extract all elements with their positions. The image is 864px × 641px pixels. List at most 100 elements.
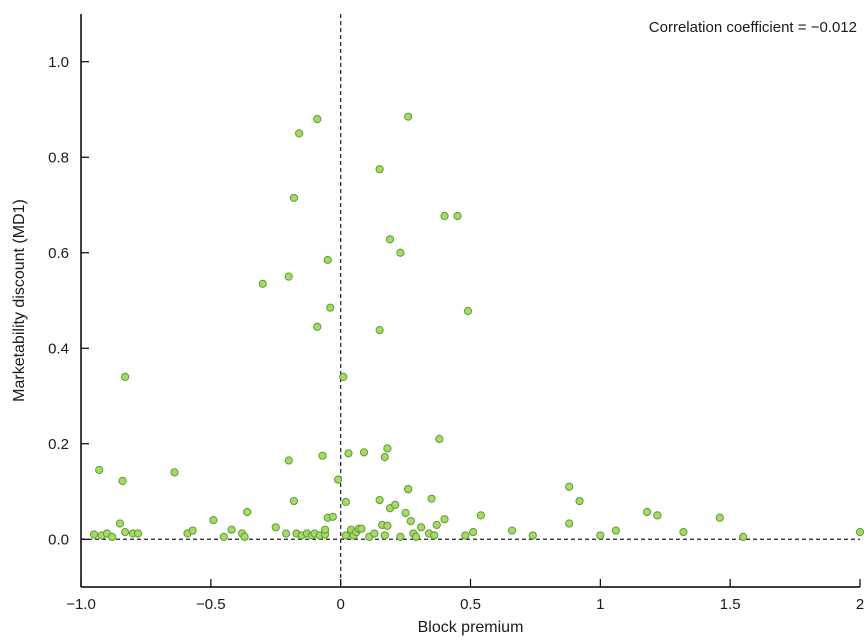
data-point (401, 508, 410, 518)
data-point (326, 303, 335, 312)
data-point (341, 497, 350, 507)
data-point (320, 525, 330, 534)
data-point (282, 529, 291, 538)
data-point (295, 129, 304, 138)
data-point (611, 526, 621, 535)
y-tick-label: 0.0 (48, 531, 69, 548)
data-point (240, 532, 249, 541)
data-point (385, 235, 395, 244)
data-point (528, 531, 537, 540)
data-point (565, 519, 574, 528)
data-point (219, 532, 228, 541)
data-point (404, 112, 413, 121)
data-points (89, 112, 864, 541)
data-point (404, 485, 413, 494)
x-axis-title: Block premium (418, 619, 524, 636)
data-point (430, 531, 439, 540)
data-point (313, 322, 322, 331)
data-point (284, 272, 293, 281)
data-point (118, 476, 127, 486)
data-point (313, 114, 322, 124)
data-point (375, 165, 384, 174)
data-point (435, 434, 444, 444)
data-point (411, 532, 421, 541)
x-tick-label: −0.5 (196, 596, 226, 613)
reference-lines (81, 14, 860, 587)
x-tick-label: 2 (856, 596, 864, 613)
data-point (134, 529, 143, 538)
data-point (406, 517, 415, 526)
y-axis-title: Marketability discount (MD1) (11, 199, 28, 402)
data-point (396, 532, 405, 541)
data-point (89, 530, 99, 539)
data-point (453, 211, 462, 221)
data-point (653, 511, 662, 520)
correlation-annotation: Correlation coefficient = −0.012 (649, 19, 857, 36)
data-point (380, 531, 389, 540)
y-tick-label: 0.6 (48, 245, 69, 262)
data-point (440, 211, 449, 221)
data-point (271, 523, 280, 532)
data-point (575, 496, 584, 506)
y-axis-ticks: 0.0 0.2 0.4 0.6 0.8 1.0 (48, 54, 89, 548)
data-point (357, 524, 366, 533)
x-tick-label: 0.5 (460, 596, 481, 613)
x-axis-ticks: −1.0 −0.5 0 0.5 1 1.5 2 (66, 579, 864, 613)
data-point (328, 512, 337, 521)
x-tick-label: 1 (596, 596, 604, 613)
data-point (289, 496, 299, 506)
data-point (121, 527, 130, 537)
data-point (855, 527, 864, 537)
data-point (461, 531, 470, 540)
data-point (344, 449, 353, 458)
data-point (339, 372, 348, 381)
data-point (209, 516, 218, 525)
data-point (417, 523, 426, 532)
data-point (383, 521, 392, 530)
data-point (333, 475, 343, 484)
y-tick-label: 0.8 (48, 149, 69, 166)
data-point (715, 513, 724, 522)
data-point (440, 515, 449, 524)
data-point (170, 468, 179, 477)
data-point (468, 527, 478, 537)
data-point (318, 451, 327, 460)
data-point (227, 525, 236, 534)
data-point (507, 526, 517, 535)
data-point (642, 507, 652, 517)
data-point (476, 511, 485, 520)
data-point (115, 519, 125, 528)
data-point (284, 456, 293, 465)
x-tick-label: 0 (336, 596, 344, 613)
data-point (383, 444, 392, 453)
x-tick-label: 1.5 (720, 596, 741, 613)
data-point (427, 494, 436, 503)
data-point (359, 448, 369, 457)
y-tick-label: 0.2 (48, 436, 69, 453)
data-point (432, 520, 441, 530)
data-point (323, 255, 332, 265)
data-point (258, 279, 267, 288)
y-tick-label: 0.4 (48, 340, 69, 357)
data-point (375, 326, 384, 335)
data-point (108, 532, 117, 541)
data-point (341, 531, 350, 540)
data-point (679, 527, 688, 537)
x-tick-label: −1.0 (66, 596, 96, 613)
data-point (375, 495, 384, 505)
data-point (188, 526, 197, 535)
data-point (289, 193, 299, 202)
data-point (243, 507, 252, 517)
data-point (739, 532, 748, 541)
axes (80, 14, 860, 588)
data-point (380, 453, 389, 462)
data-point (396, 248, 405, 257)
data-point (565, 482, 574, 491)
data-point (95, 465, 104, 475)
data-point (596, 531, 605, 540)
data-point (370, 529, 379, 538)
data-point (463, 306, 473, 316)
data-point (121, 372, 130, 381)
